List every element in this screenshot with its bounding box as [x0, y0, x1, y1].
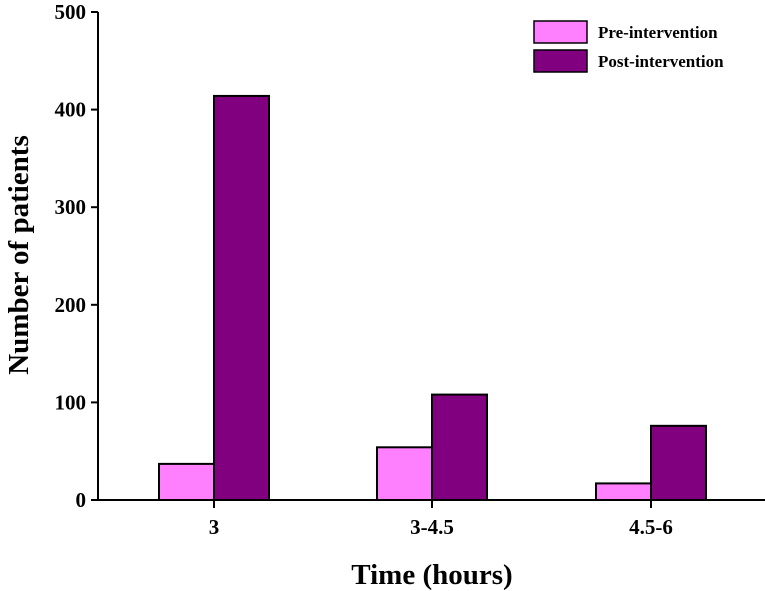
y-tick-label: 100	[55, 390, 87, 414]
x-axis-title: Time (hours)	[351, 559, 512, 591]
legend-swatch-post	[533, 49, 588, 73]
bar-pre-1	[376, 446, 433, 501]
bar-pre-2	[595, 482, 652, 501]
legend: Pre-intervention Post-intervention	[533, 20, 724, 73]
bars-group	[158, 94, 707, 502]
y-tick-label: 0	[76, 488, 87, 512]
legend-swatch-pre	[533, 20, 588, 44]
y-tick-label: 400	[55, 98, 87, 122]
x-tick-label: 3-4.5	[410, 515, 454, 539]
bar-post-2	[650, 424, 707, 502]
y-tick-label: 500	[55, 0, 87, 24]
y-tick-label: 300	[55, 195, 87, 219]
legend-label-pre: Pre-intervention	[598, 23, 718, 42]
x-tick-label: 4.5-6	[629, 515, 673, 539]
y-axis-title: Number of patients	[3, 135, 35, 375]
legend-label-post: Post-intervention	[598, 52, 724, 71]
bar-pre-0	[158, 462, 215, 501]
bar-post-0	[213, 94, 270, 501]
y-axis-ticks: 0 100 200 300 400 500	[55, 0, 98, 512]
bar-post-1	[431, 393, 488, 502]
y-tick-label: 200	[55, 293, 87, 317]
x-tick-label: 3	[209, 515, 220, 539]
x-axis-ticks: 3 3-4.5 4.5-6	[209, 500, 673, 539]
